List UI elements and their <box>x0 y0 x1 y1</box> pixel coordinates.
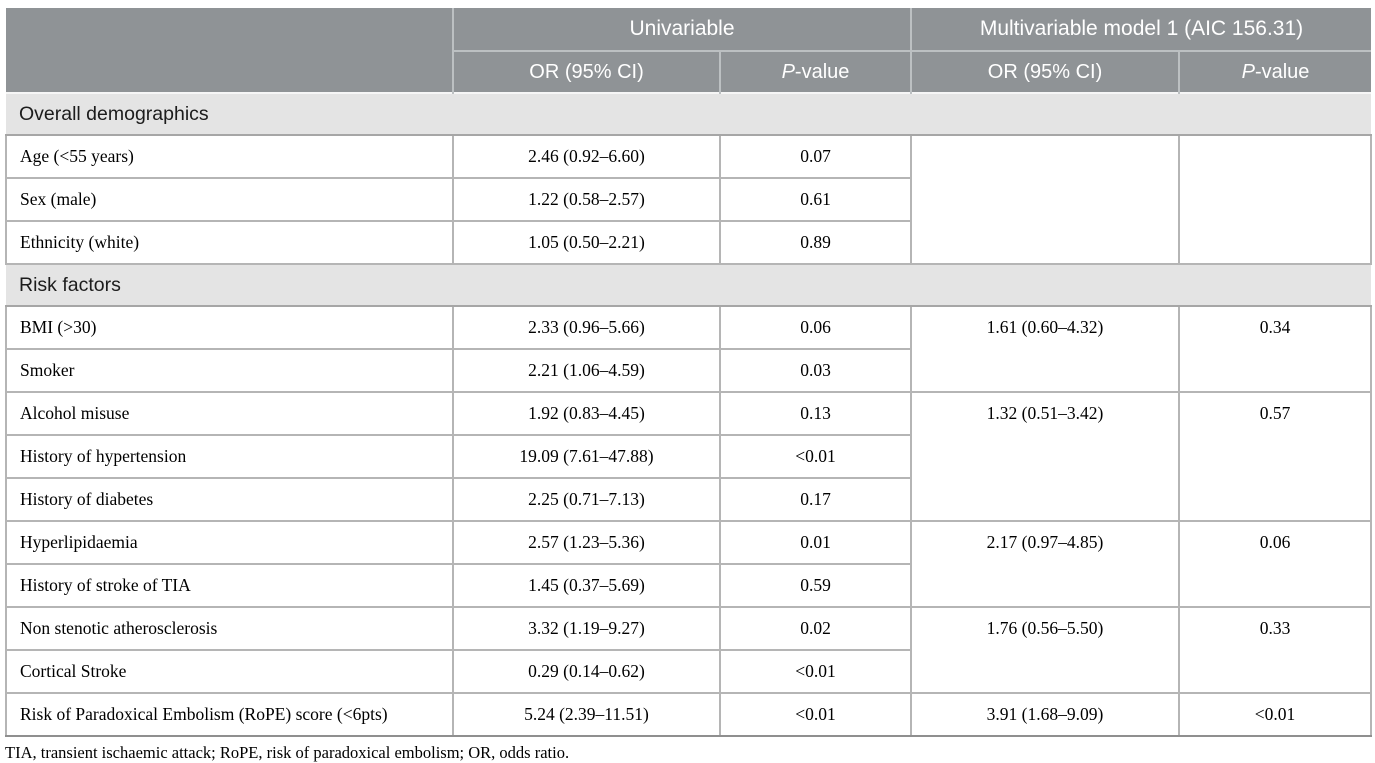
results-table: Univariable Multivariable model 1 (AIC 1… <box>5 8 1373 737</box>
univariable-group-header: Univariable <box>452 8 912 52</box>
uni-or-cell: 1.22 (0.58–2.57) <box>452 177 721 222</box>
multi-p-cell: <0.01 <box>1177 692 1373 737</box>
table-row: Smoker 2.21 (1.06–4.59) 0.03 <box>5 348 1371 393</box>
header-group-row: Univariable Multivariable model 1 (AIC 1… <box>6 8 1372 93</box>
row-label-cell: Non stenotic atherosclerosis <box>5 606 454 651</box>
row-label-cell: Sex (male) <box>5 177 454 222</box>
uni-or-cell: 3.32 (1.19–9.27) <box>452 606 721 651</box>
uni-p-cell: 0.61 <box>719 177 912 222</box>
row-label-cell: History of diabetes <box>5 477 454 522</box>
row-label-cell: Age (<55 years) <box>5 134 454 179</box>
multi-or-cell: 1.61 (0.60–4.32) <box>910 305 1180 393</box>
uni-p-cell: 0.03 <box>719 348 912 393</box>
uni-p-cell: 0.02 <box>719 606 912 651</box>
multi-p-cell: 0.34 <box>1177 305 1373 393</box>
row-label-cell: History of stroke of TIA <box>5 563 454 608</box>
uni-p-cell: 0.13 <box>719 391 912 436</box>
row-label-cell: Cortical Stroke <box>5 649 454 694</box>
uni-or-cell: 1.92 (0.83–4.45) <box>452 391 721 436</box>
table-row: Sex (male) 1.22 (0.58–2.57) 0.61 <box>5 177 1371 222</box>
uni-p-cell: <0.01 <box>719 649 912 694</box>
table-row: History of stroke of TIA 1.45 (0.37–5.69… <box>5 563 1371 608</box>
row-label-cell: Alcohol misuse <box>5 391 454 436</box>
uni-or-cell: 2.21 (1.06–4.59) <box>452 348 721 393</box>
uni-or-cell: 0.29 (0.14–0.62) <box>452 649 721 694</box>
row-label-cell: Risk of Paradoxical Embolism (RoPE) scor… <box>5 692 454 737</box>
uni-or-cell: 2.33 (0.96–5.66) <box>452 305 721 350</box>
multi-or-cell <box>910 134 1180 265</box>
uni-or-cell: 19.09 (7.61–47.88) <box>452 434 721 479</box>
table-row: History of hypertension 19.09 (7.61–47.8… <box>5 434 1371 479</box>
row-label-cell: History of hypertension <box>5 434 454 479</box>
table-row: Hyperlipidaemia 2.57 (1.23–5.36) 0.01 2.… <box>5 520 1373 608</box>
multi-p-cell: 0.06 <box>1177 520 1373 608</box>
uni-or-cell: 2.57 (1.23–5.36) <box>452 520 721 565</box>
uni-p-cell: <0.01 <box>719 692 912 737</box>
uni-or-cell: 2.25 (0.71–7.13) <box>452 477 721 522</box>
table-row: Age (<55 years) 2.46 (0.92–6.60) 0.07 <box>5 134 1373 265</box>
corner-header-cell <box>6 8 454 93</box>
header-columns-row: OR (95% CI) P-value OR (95% CI) P-value <box>6 50 1372 93</box>
uni-or-cell: 2.46 (0.92–6.60) <box>452 134 721 179</box>
multi-or-cell: 1.32 (0.51–3.42) <box>910 391 1180 522</box>
uni-p-cell: 0.17 <box>719 477 912 522</box>
uni-p-cell: 0.89 <box>719 220 912 265</box>
section-title: Overall demographics <box>6 92 1372 136</box>
row-label-cell: Ethnicity (white) <box>5 220 454 265</box>
uni-or-cell: 1.45 (0.37–5.69) <box>452 563 721 608</box>
section-title: Risk factors <box>6 263 1372 307</box>
multi-p-cell: 0.57 <box>1177 391 1373 522</box>
uni-p-cell: <0.01 <box>719 434 912 479</box>
section-header-risk-factors: Risk factors <box>6 263 1372 307</box>
table-row: History of diabetes 2.25 (0.71–7.13) 0.1… <box>5 477 1371 522</box>
uni-p-column-header: P-value <box>719 50 912 93</box>
uni-p-cell: 0.06 <box>719 305 912 350</box>
multi-or-cell: 3.91 (1.68–9.09) <box>910 692 1180 737</box>
row-label-cell: BMI (>30) <box>5 305 454 350</box>
uni-p-cell: 0.07 <box>719 134 912 179</box>
multi-or-cell: 1.76 (0.56–5.50) <box>910 606 1180 694</box>
uni-or-column-header: OR (95% CI) <box>452 50 721 93</box>
row-label-cell: Hyperlipidaemia <box>5 520 454 565</box>
table-row: Cortical Stroke 0.29 (0.14–0.62) <0.01 <box>5 649 1371 694</box>
table-footnote: TIA, transient ischaemic attack; RoPE, r… <box>5 743 570 762</box>
table-row: Non stenotic atherosclerosis 3.32 (1.19–… <box>5 606 1373 694</box>
multi-p-cell <box>1177 134 1373 265</box>
uni-or-cell: 5.24 (2.39–11.51) <box>452 692 721 737</box>
multi-p-column-header: P-value <box>1177 50 1372 93</box>
uni-p-cell: 0.59 <box>719 563 912 608</box>
table-row: Ethnicity (white) 1.05 (0.50–2.21) 0.89 <box>5 220 1371 265</box>
table-row: BMI (>30) 2.33 (0.96–5.66) 0.06 1.61 (0.… <box>5 305 1373 393</box>
table-row: Alcohol misuse 1.92 (0.83–4.45) 0.13 1.3… <box>5 391 1373 522</box>
table-row: Risk of Paradoxical Embolism (RoPE) scor… <box>5 692 1373 737</box>
multi-or-cell: 2.17 (0.97–4.85) <box>910 520 1180 608</box>
multi-or-column-header: OR (95% CI) <box>910 50 1180 93</box>
multivariable-group-header: Multivariable model 1 (AIC 156.31) <box>909 8 1372 52</box>
uni-p-cell: 0.01 <box>719 520 912 565</box>
row-label-cell: Smoker <box>5 348 454 393</box>
uni-or-cell: 1.05 (0.50–2.21) <box>452 220 721 265</box>
p-value-label: P-value <box>1241 60 1310 83</box>
multi-p-cell: 0.33 <box>1177 606 1373 694</box>
p-value-label: P-value <box>781 60 850 83</box>
section-header-demographics: Overall demographics <box>6 92 1372 136</box>
